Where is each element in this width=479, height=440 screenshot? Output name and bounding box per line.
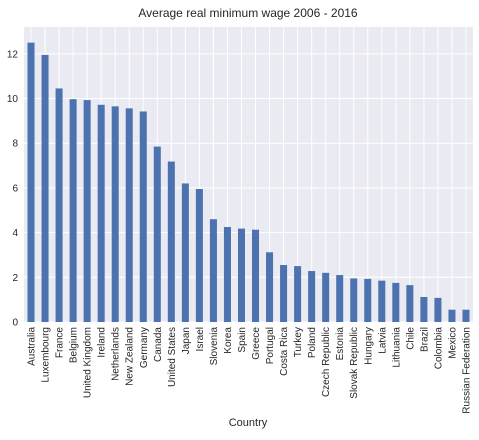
bar <box>448 309 456 322</box>
x-tick-label: Spain <box>237 327 248 353</box>
x-tick-label: Luxembourg <box>41 327 52 383</box>
x-tick-label: Russian Federation <box>461 327 472 414</box>
bars <box>27 42 470 323</box>
y-tick-label: 0 <box>12 318 18 329</box>
bar <box>336 275 344 322</box>
y-tick-label: 6 <box>12 183 18 194</box>
bar <box>420 296 428 322</box>
bar <box>55 88 63 322</box>
x-tick-label: France <box>55 327 66 359</box>
bar <box>406 285 414 322</box>
bar <box>294 266 302 322</box>
bar <box>111 106 119 322</box>
bar <box>350 278 358 322</box>
bar <box>378 280 386 322</box>
x-tick-label: Colombia <box>433 327 444 370</box>
bar <box>139 111 147 323</box>
bar <box>69 99 77 322</box>
x-tick-label: Ireland <box>97 327 108 358</box>
x-tick-label: Portugal <box>265 327 276 364</box>
x-tick-label: Hungary <box>363 327 374 365</box>
chart-title: Average real minimum wage 2006 - 2016 <box>138 6 358 20</box>
bar <box>41 54 49 322</box>
x-tick-label: Chile <box>405 327 416 350</box>
x-tick-label: Turkey <box>293 327 304 357</box>
y-axis: 0 2 4 6 8 10 12 <box>7 49 19 328</box>
x-tick-label: Latvia <box>377 327 388 354</box>
y-tick-label: 4 <box>12 228 18 239</box>
bar <box>167 161 175 322</box>
x-tick-label: Netherlands <box>111 327 122 381</box>
bar <box>434 297 442 322</box>
x-tick-label: Australia <box>27 327 38 366</box>
y-tick-label: 12 <box>7 49 19 60</box>
y-tick-label: 10 <box>7 94 19 105</box>
bar <box>27 42 35 322</box>
x-tick-label: Lithuania <box>391 327 402 368</box>
bar <box>392 282 400 322</box>
x-tick-label: Costa Rica <box>279 327 290 376</box>
x-tick-label: Slovak Republic <box>349 327 360 399</box>
bar <box>237 228 245 322</box>
x-tick-label: Slovenia <box>209 327 220 366</box>
x-tick-label: Greece <box>251 327 262 360</box>
x-tick-label: Poland <box>307 327 318 358</box>
x-tick-label: United Kingdom <box>83 327 94 398</box>
bar <box>308 271 316 322</box>
bar <box>280 265 288 322</box>
bar <box>83 100 91 322</box>
y-tick-label: 2 <box>12 273 18 284</box>
x-axis-label: Country <box>229 417 268 429</box>
x-tick-label: Germany <box>139 327 150 368</box>
x-tick-label: United States <box>167 327 178 387</box>
x-axis: Australia Luxembourg France Belgium United K… <box>27 327 473 414</box>
y-tick-label: 8 <box>12 139 18 150</box>
x-tick-label: Israel <box>195 327 206 351</box>
x-tick-label: Mexico <box>447 327 458 359</box>
bar <box>364 278 372 322</box>
bar <box>462 309 470 322</box>
bar <box>195 189 203 322</box>
bar <box>153 146 161 322</box>
x-tick-label: Czech Republic <box>321 327 332 397</box>
bar <box>209 219 217 322</box>
x-tick-label: Brazil <box>419 327 430 352</box>
x-tick-label: Korea <box>223 327 234 354</box>
bar <box>223 227 231 322</box>
bar <box>125 108 133 323</box>
x-tick-label: Canada <box>153 327 164 362</box>
x-tick-label: Estonia <box>335 327 346 361</box>
bar <box>181 183 189 322</box>
bar <box>97 104 105 322</box>
x-tick-label: Japan <box>181 327 192 354</box>
x-tick-label: New Zealand <box>125 327 136 386</box>
bar <box>252 229 260 322</box>
x-tick-label: Belgium <box>69 327 80 363</box>
bar <box>266 252 274 322</box>
bar <box>322 272 330 322</box>
